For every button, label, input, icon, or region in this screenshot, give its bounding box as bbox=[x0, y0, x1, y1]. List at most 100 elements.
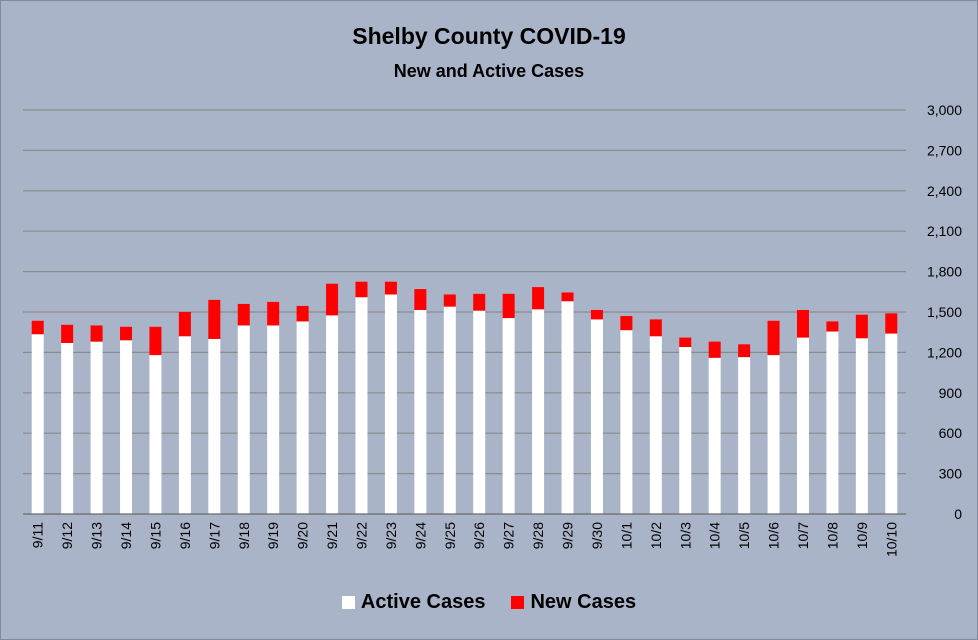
x-tick-label: 10/2 bbox=[648, 522, 664, 549]
bar-active-cases bbox=[473, 310, 486, 514]
x-tick-label: 10/1 bbox=[618, 522, 634, 549]
bar-active-cases bbox=[502, 318, 515, 514]
bar-active-cases bbox=[178, 336, 191, 514]
bar-new-cases bbox=[355, 281, 368, 298]
legend-swatch-new bbox=[511, 596, 525, 609]
x-tick-label: 9/15 bbox=[147, 522, 163, 549]
legend-item-active: Active Cases bbox=[341, 591, 485, 614]
x-tick-label: 9/12 bbox=[59, 522, 75, 549]
x-tick-label: 9/11 bbox=[30, 522, 46, 548]
bar-active-cases bbox=[826, 331, 839, 514]
bar-active-cases bbox=[149, 355, 162, 514]
bar-new-cases bbox=[649, 319, 662, 337]
bar-new-cases bbox=[708, 341, 721, 358]
x-tick-label: 9/27 bbox=[501, 522, 517, 549]
bar-active-cases bbox=[237, 325, 250, 514]
bar-new-cases bbox=[473, 293, 486, 311]
x-tick-label: 9/23 bbox=[383, 522, 399, 549]
bar-new-cases bbox=[561, 292, 574, 302]
bar-new-cases bbox=[590, 309, 603, 320]
x-tick-label: 10/10 bbox=[883, 522, 899, 557]
legend-item-new: New Cases bbox=[511, 591, 636, 614]
chart-subtitle: New and Active Cases bbox=[393, 61, 585, 81]
bar-new-cases bbox=[796, 309, 809, 338]
bar-active-cases bbox=[296, 321, 309, 514]
bar-active-cases bbox=[561, 301, 574, 514]
x-tick-label: 9/22 bbox=[353, 522, 369, 549]
x-tick-label: 9/30 bbox=[589, 522, 605, 549]
bar-new-cases bbox=[326, 283, 339, 316]
bar-new-cases bbox=[738, 344, 751, 358]
bar-active-cases bbox=[443, 306, 456, 514]
bar-active-cases bbox=[796, 337, 809, 514]
x-tick-label: 9/24 bbox=[412, 522, 428, 549]
bar-new-cases bbox=[502, 293, 515, 319]
bar-new-cases bbox=[208, 299, 221, 339]
bar-active-cases bbox=[31, 334, 44, 514]
y-tick-label: 3,000 bbox=[927, 102, 962, 118]
x-tick-label: 9/16 bbox=[177, 522, 193, 549]
y-tick-label: 0 bbox=[954, 506, 962, 522]
bar-new-cases bbox=[679, 337, 692, 348]
y-tick-label: 900 bbox=[939, 385, 963, 401]
x-tick-label: 9/29 bbox=[560, 522, 576, 549]
bar-active-cases bbox=[355, 297, 368, 514]
bar-active-cases bbox=[708, 357, 721, 514]
bar-new-cases bbox=[149, 326, 162, 356]
bar-active-cases bbox=[620, 330, 633, 514]
bar-new-cases bbox=[443, 294, 456, 307]
x-tick-label: 9/20 bbox=[295, 522, 311, 549]
bar-active-cases bbox=[61, 342, 74, 514]
bar-active-cases bbox=[590, 319, 603, 514]
bar-active-cases bbox=[532, 309, 545, 514]
bar-active-cases bbox=[649, 336, 662, 514]
bar-new-cases bbox=[855, 314, 868, 339]
y-tick-label: 2,100 bbox=[927, 223, 962, 239]
bar-active-cases bbox=[855, 338, 868, 514]
x-tick-label: 9/26 bbox=[471, 522, 487, 549]
x-tick-label: 10/6 bbox=[766, 522, 782, 549]
legend-label-new: New Cases bbox=[530, 591, 637, 613]
bar-active-cases bbox=[738, 357, 751, 514]
x-tick-label: 10/4 bbox=[707, 522, 723, 549]
bar-active-cases bbox=[414, 309, 427, 514]
y-tick-label: 600 bbox=[939, 425, 963, 441]
x-tick-label: 9/18 bbox=[236, 522, 252, 549]
bar-new-cases bbox=[31, 320, 44, 335]
bar-active-cases bbox=[90, 341, 103, 514]
legend-swatch-active bbox=[341, 596, 355, 609]
x-tick-label: 9/28 bbox=[530, 522, 546, 549]
bar-new-cases bbox=[620, 316, 633, 331]
bar-new-cases bbox=[90, 325, 103, 342]
x-tick-label: 9/21 bbox=[324, 522, 340, 549]
bar-new-cases bbox=[414, 289, 427, 310]
x-tick-label: 10/5 bbox=[736, 522, 752, 549]
chart-title: Shelby County COVID-19 bbox=[352, 23, 626, 49]
x-tick-label: 9/25 bbox=[442, 522, 458, 549]
bar-new-cases bbox=[384, 281, 397, 295]
x-tick-label: 10/7 bbox=[795, 522, 811, 549]
x-tick-label: 10/8 bbox=[824, 522, 840, 549]
y-tick-label: 1,500 bbox=[927, 304, 962, 320]
x-tick-label: 9/14 bbox=[118, 522, 134, 549]
bar-new-cases bbox=[237, 303, 250, 326]
bar-active-cases bbox=[120, 340, 133, 514]
bar-active-cases bbox=[208, 338, 221, 514]
x-tick-label: 10/9 bbox=[854, 522, 870, 549]
y-tick-label: 1,800 bbox=[927, 264, 962, 280]
bar-new-cases bbox=[178, 312, 191, 337]
bar-new-cases bbox=[767, 320, 780, 356]
x-tick-label: 9/13 bbox=[89, 522, 105, 549]
legend: Active Cases New Cases bbox=[1, 591, 977, 614]
bar-new-cases bbox=[61, 324, 74, 343]
x-tick-label: 9/19 bbox=[265, 522, 281, 549]
bar-new-cases bbox=[885, 313, 898, 334]
y-tick-label: 1,200 bbox=[927, 344, 962, 360]
bar-active-cases bbox=[885, 333, 898, 514]
x-tick-label: 10/3 bbox=[677, 522, 693, 549]
bar-new-cases bbox=[296, 305, 309, 322]
bar-active-cases bbox=[267, 325, 280, 514]
bar-active-cases bbox=[679, 347, 692, 514]
bar-active-cases bbox=[384, 294, 397, 514]
